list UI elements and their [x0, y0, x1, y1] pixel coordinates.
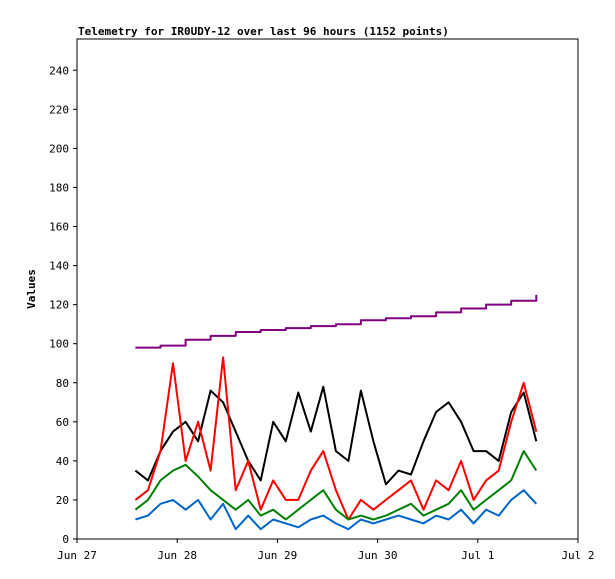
- x-tick-label: Jun 28: [157, 549, 197, 562]
- y-tick-label: 20: [56, 494, 69, 507]
- y-axis-ticks: 0 20 40 60 80 100 120 140 160 180 200 220 240: [49, 64, 77, 546]
- y-tick-label: 0: [62, 533, 69, 546]
- y-axis-label: Values: [25, 269, 38, 309]
- x-tick-label: Jul 1: [461, 549, 494, 562]
- y-tick-label: 200: [49, 142, 69, 155]
- y-tick-label: 160: [49, 221, 69, 234]
- x-tick-label: Jun 30: [358, 549, 398, 562]
- x-tick-label: Jul 2: [561, 549, 594, 562]
- x-axis-ticks: Jun 27 Jun 28 Jun 29 Jun 30 Jul 1 Jul 2: [57, 539, 595, 562]
- y-tick-label: 100: [49, 338, 69, 351]
- y-tick-label: 80: [56, 377, 69, 390]
- plot-frame: [76, 38, 579, 540]
- y-tick-label: 180: [49, 181, 69, 194]
- y-tick-label: 60: [56, 416, 69, 429]
- x-tick-label: Jun 27: [57, 549, 97, 562]
- x-tick-label: Jun 29: [258, 549, 298, 562]
- series-line-5: [135, 489, 538, 531]
- chart-title: Telemetry for IR0UDY-12 over last 96 hou…: [78, 25, 449, 38]
- y-tick-label: 140: [49, 260, 69, 273]
- series-line-2: [134, 385, 538, 486]
- y-tick-label: 120: [49, 299, 69, 312]
- y-tick-label: 40: [56, 455, 69, 468]
- y-tick-label: 240: [49, 64, 69, 77]
- series-line-3: [134, 356, 538, 521]
- y-tick-label: 220: [49, 103, 69, 116]
- series-line-1: [135, 294, 538, 349]
- series-line-4: [134, 450, 538, 521]
- series-lines: [134, 294, 538, 531]
